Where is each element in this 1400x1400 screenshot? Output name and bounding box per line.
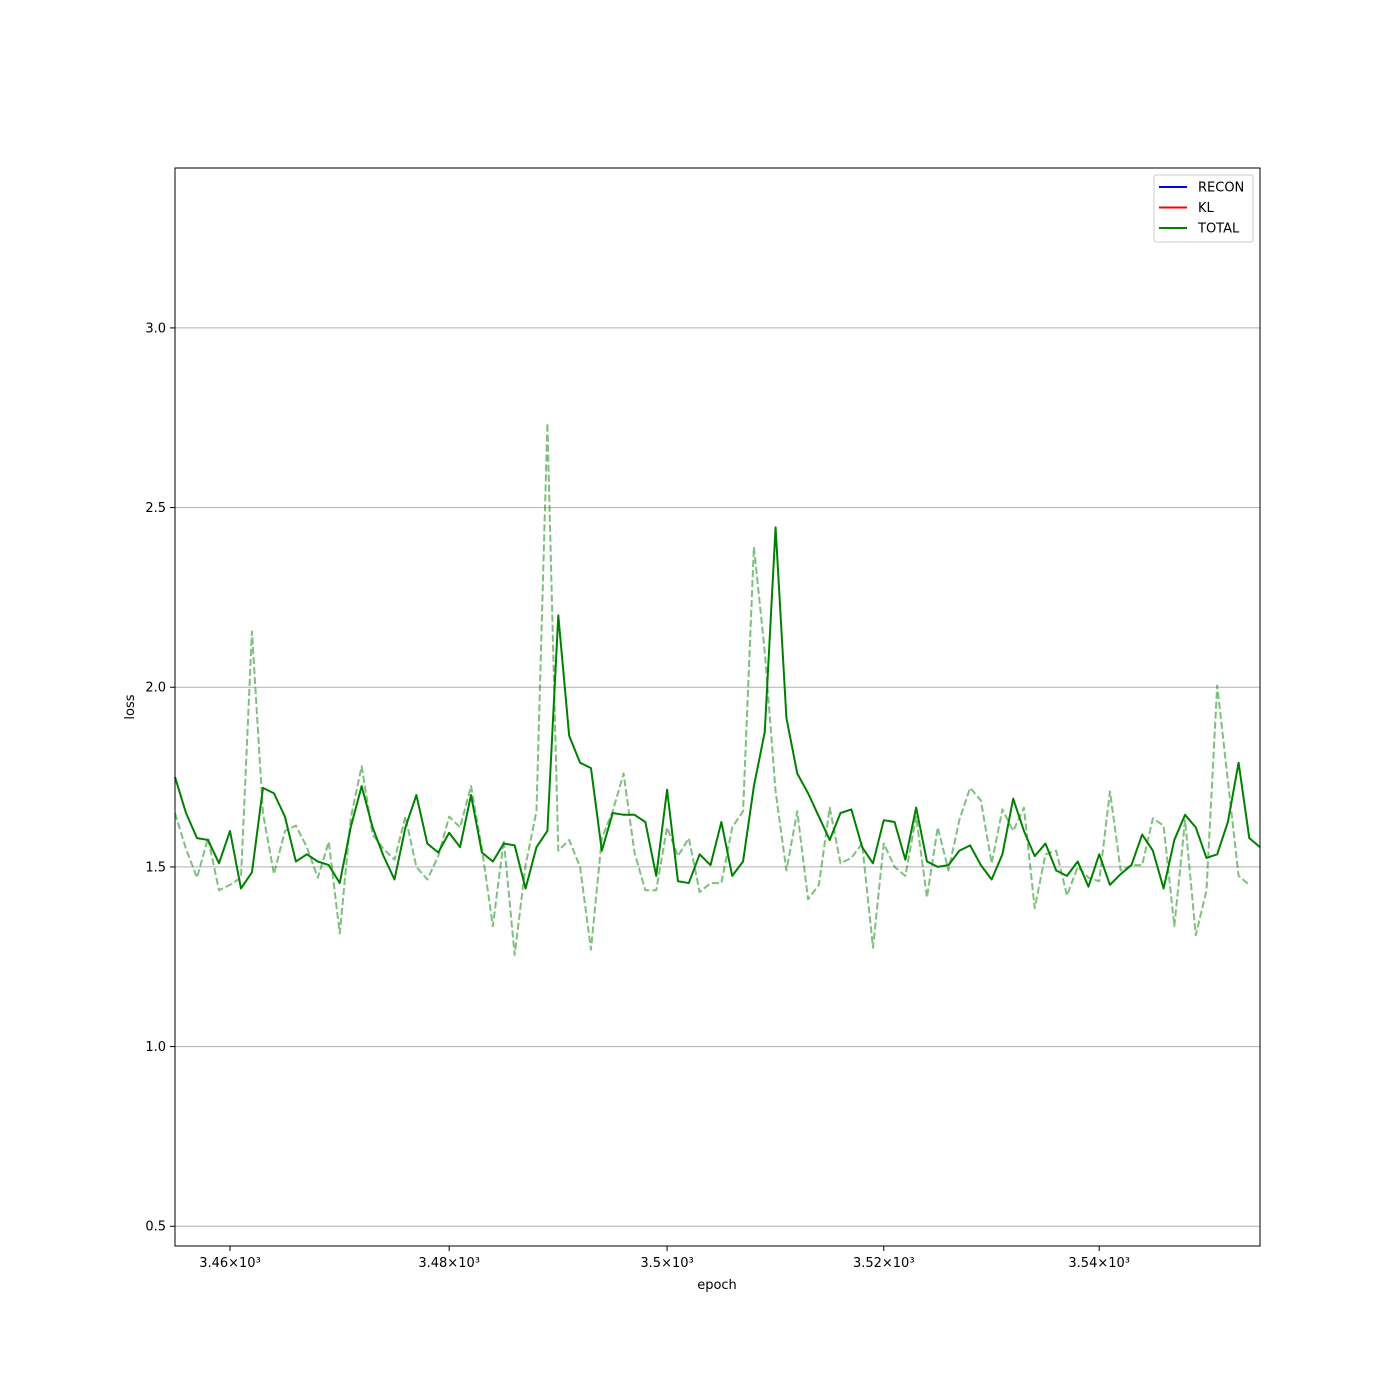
- series-line-total-raw: [174, 422, 1250, 956]
- series-line-total: [174, 526, 1261, 890]
- x-tick-label: 3.48×10³: [418, 1256, 480, 1271]
- legend: RECON KL TOTAL: [1153, 174, 1254, 243]
- y-axis-label: loss: [123, 694, 138, 719]
- legend-label-recon: RECON: [1198, 181, 1244, 196]
- plot-frame: [174, 167, 1261, 1247]
- y-tick-label: 1.0: [145, 1040, 166, 1055]
- x-axis-ticks: 3.46×10³ 3.48×10³ 3.5×10³ 3.52×10³ 3.54×10³: [199, 1246, 1130, 1271]
- y-tick-label: 2.5: [145, 501, 166, 516]
- y-tick-label: 2.0: [145, 681, 166, 696]
- legend-label-kl: KL: [1198, 201, 1215, 216]
- x-tick-label: 3.46×10³: [199, 1256, 261, 1271]
- legend-label-total: TOTAL: [1197, 222, 1240, 237]
- x-tick-label: 3.54×10³: [1068, 1256, 1130, 1271]
- x-tick-label: 3.52×10³: [853, 1256, 915, 1271]
- y-axis-ticks: 0.5 1.0 1.5 2.0 2.5 3.0: [145, 321, 175, 1235]
- y-tick-label: 1.5: [145, 860, 166, 875]
- y-tick-label: 0.5: [145, 1220, 166, 1235]
- x-tick-label: 3.5×10³: [640, 1256, 693, 1271]
- x-axis-label: epoch: [697, 1278, 737, 1293]
- y-tick-label: 3.0: [145, 321, 166, 336]
- series-layer: [174, 422, 1261, 956]
- legend-box: [1153, 174, 1254, 243]
- y-grid: [175, 327, 1260, 1227]
